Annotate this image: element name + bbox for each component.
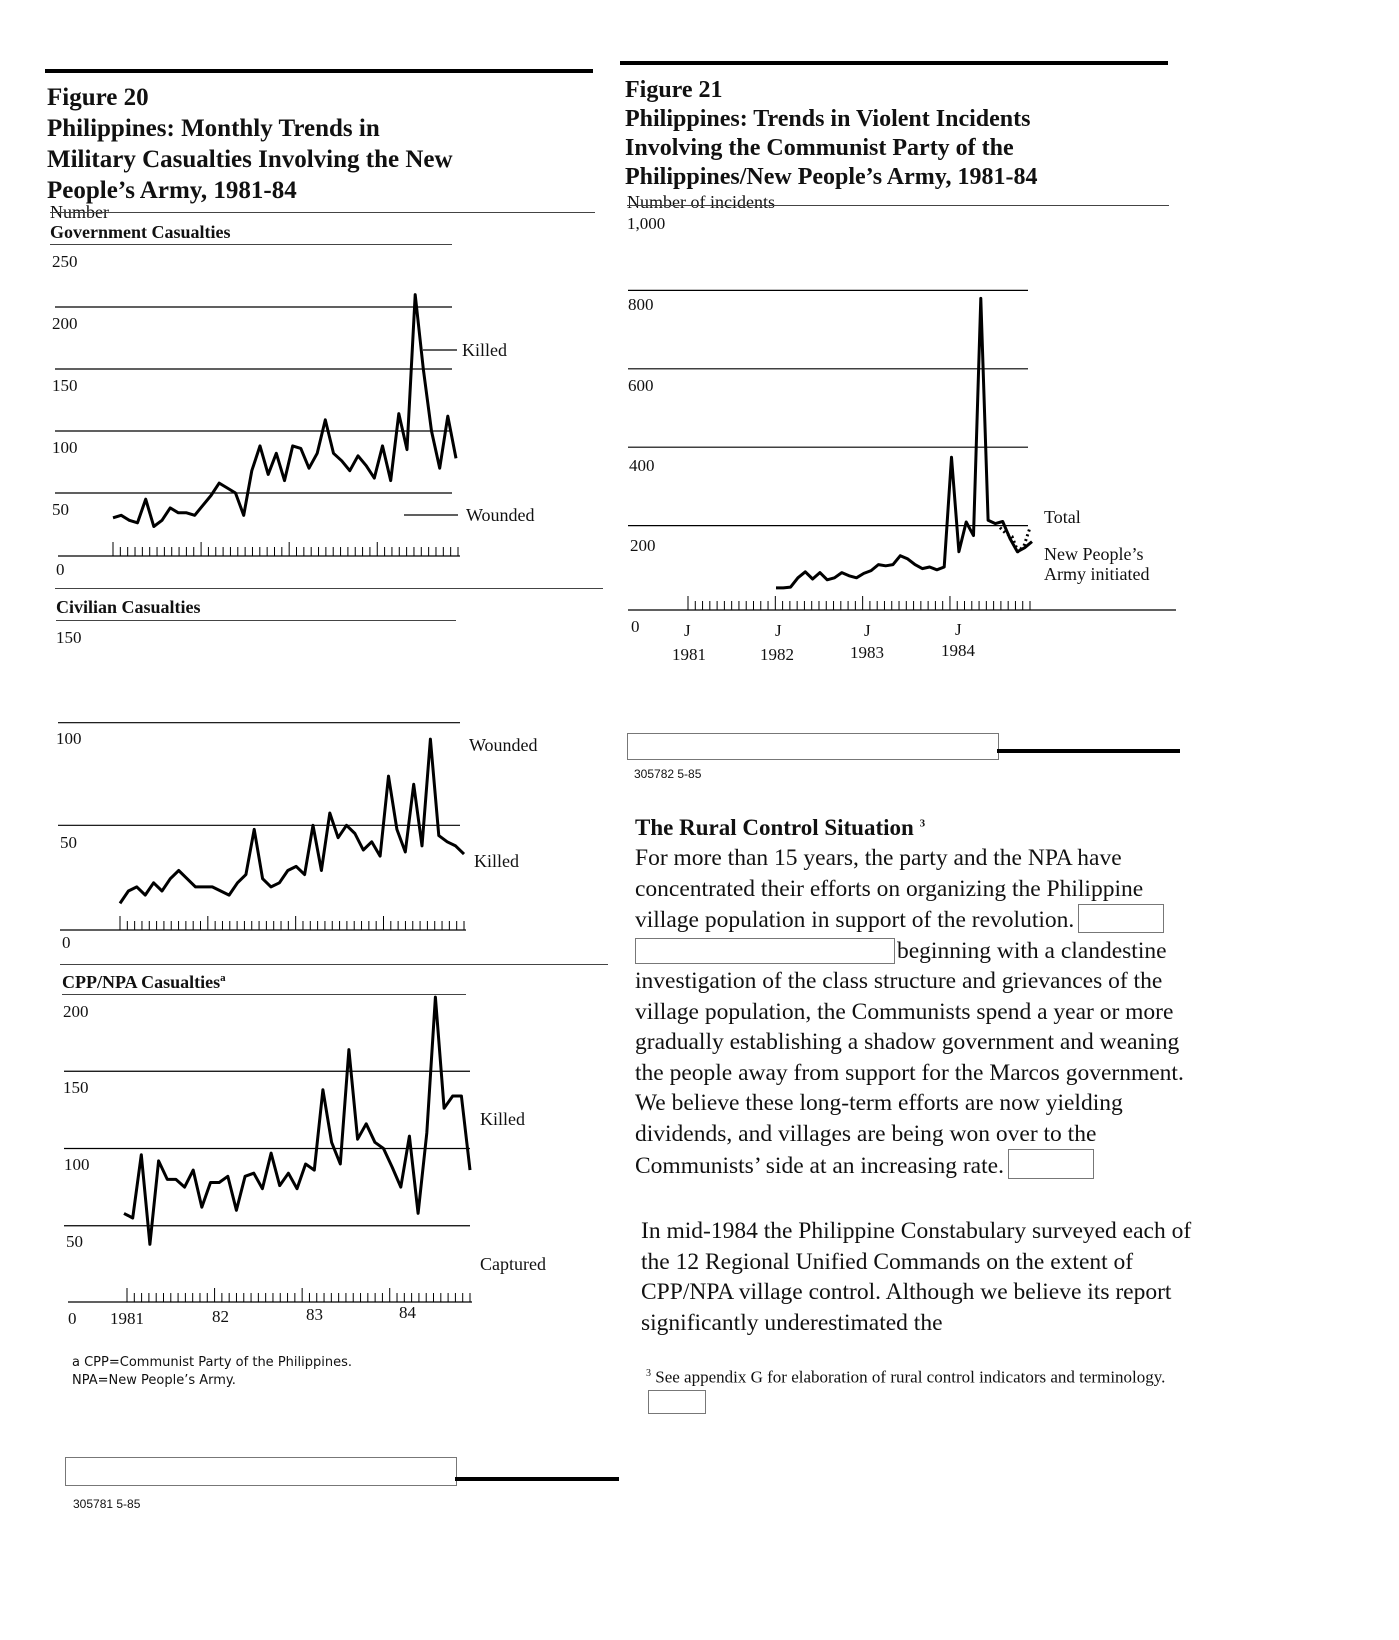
civ-y-tick: 150 (56, 628, 82, 647)
government-casualties-chart (55, 293, 460, 557)
footnote-marker: a (220, 972, 226, 984)
paragraph-1: For more than 15 years, the party and th… (635, 843, 1193, 1182)
gov-y-tick: 200 (52, 314, 78, 333)
incidents-x-month: J (684, 621, 691, 640)
redaction-box (627, 733, 999, 760)
government-casualties-title: Government Casualties (50, 222, 231, 242)
cpp-y-tick: 50 (66, 1232, 83, 1251)
cpp-npa-casualties-chart (64, 995, 472, 1303)
gov-y-tick: 100 (52, 438, 78, 457)
npa-initiated-line (776, 296, 1033, 590)
npa-initiated-label: New People’s Army initiated (1044, 544, 1149, 584)
cpp-killed-label: Killed (480, 1109, 525, 1129)
civ-y-tick: 0 (62, 933, 71, 952)
cpp-npa-casualties-title: CPP/NPA Casualtiesa (62, 972, 226, 993)
incidents-y-tick: 800 (628, 295, 654, 314)
divider (56, 620, 456, 621)
footnote-line: NPA=New People’s Army. (72, 1373, 236, 1388)
incidents-x-month: J (775, 621, 782, 640)
redaction-box (648, 1389, 706, 1414)
gov-wounded-label: Wounded (466, 505, 535, 525)
redaction-box (635, 937, 895, 964)
figure-21-title-line: Philippines/New People’s Army, 1981-84 (625, 164, 1038, 190)
incidents-y-tick: 600 (628, 376, 654, 395)
figure-21-unit-label: Number of incidents (627, 192, 775, 212)
section-heading-text: The Rural Control Situation (635, 815, 914, 840)
divider (50, 212, 595, 213)
figure-21-bottom-rule (997, 749, 1180, 753)
figure-21-title: Figure 21 Philippines: Trends in Violent… (625, 76, 1037, 192)
divider (55, 588, 603, 589)
civ-wounded-label: Wounded (469, 735, 538, 755)
divider (62, 994, 466, 995)
section-footnote: 3 See appendix G for elaboration of rura… (646, 1362, 1176, 1416)
incidents-x-month: J (955, 620, 962, 639)
divider (50, 244, 452, 245)
gov-y-tick: 0 (56, 560, 65, 579)
civ-y-tick: 100 (56, 729, 82, 748)
figure-20-footnote: a CPP=Communist Party of the Philippines… (72, 1354, 352, 1390)
civilian-casualties-chart (58, 722, 466, 931)
figure-20-title: Figure 20 Philippines: Monthly Trends in… (47, 82, 453, 206)
incidents-x-month: J (864, 621, 871, 640)
gov-y-tick: 50 (52, 500, 69, 519)
redaction-box (1007, 1149, 1094, 1179)
figure-21-title-line: Philippines: Trends in Violent Incidents (625, 106, 1031, 132)
incidents-y-tick: 1,000 (627, 214, 666, 233)
divider (60, 964, 608, 965)
paragraph-1-text: beginning with a clandestine investigati… (635, 937, 1184, 1180)
incidents-x-year: 1983 (850, 643, 884, 662)
total-label: Total (1044, 507, 1081, 527)
figure-21-top-rule (620, 61, 1168, 65)
redaction-box (65, 1457, 457, 1486)
npa-label-line: New People’s (1044, 544, 1144, 564)
footnote-text: See appendix G for elaboration of rural … (655, 1367, 1166, 1387)
figure-20-title-line: Philippines: Monthly Trends in (47, 115, 380, 142)
incidents-x-year: 1984 (941, 641, 975, 660)
killed-line (118, 737, 466, 905)
incidents-y-tick: 400 (629, 456, 655, 475)
footnote-marker: 3 (646, 1368, 651, 1379)
civ-y-tick: 50 (60, 833, 77, 852)
killed-line (123, 995, 472, 1246)
figure-21-number: Figure 21 (625, 77, 723, 103)
cpp-y-tick: 0 (68, 1309, 77, 1328)
redaction-box (1078, 904, 1165, 933)
figure-20-title-line: Military Casualties Involving the New (47, 146, 453, 173)
footnote-line: a CPP=Communist Party of the Philippines… (72, 1355, 352, 1370)
gov-killed-label: Killed (462, 340, 507, 360)
figure-21-title-line: Involving the Communist Party of the (625, 135, 1014, 161)
civilian-casualties-title: Civilian Casualties (56, 597, 201, 617)
gov-y-tick: 250 (52, 252, 78, 271)
incidents-y-tick: 0 (631, 617, 640, 636)
cpp-y-tick: 200 (63, 1002, 89, 1021)
npa-label-line: Army initiated (1044, 564, 1150, 584)
cpp-y-tick: 100 (64, 1155, 90, 1174)
cpp-x-tick: 84 (399, 1303, 416, 1322)
killed-line (112, 293, 458, 528)
figure-21-code: 305782 5-85 (634, 767, 702, 781)
figure-20-top-rule (45, 69, 593, 73)
cpp-x-tick: 83 (306, 1305, 323, 1324)
incidents-y-tick: 200 (630, 536, 656, 555)
heading-footnote-marker: 3 (919, 817, 926, 830)
cpp-y-tick: 150 (63, 1078, 89, 1097)
paragraph-1-text: For more than 15 years, the party and th… (635, 845, 1144, 933)
gov-y-tick: 150 (52, 376, 78, 395)
section-heading: The Rural Control Situation 3 (635, 815, 925, 841)
civ-killed-label: Killed (474, 851, 519, 871)
cpp-x-tick: 1981 (110, 1309, 144, 1328)
incidents-x-year: 1982 (760, 645, 794, 664)
incidents-x-year: 1981 (672, 645, 706, 664)
violent-incidents-chart (628, 289, 1176, 611)
cpp-captured-label: Captured (480, 1254, 546, 1274)
figure-20-number: Figure 20 (47, 84, 149, 111)
cpp-x-tick: 82 (212, 1307, 229, 1326)
cpp-npa-title-text: CPP/NPA Casualties (62, 972, 221, 992)
figure-20-bottom-rule (455, 1477, 619, 1481)
divider (627, 205, 1169, 206)
figure-20-code: 305781 5-85 (73, 1497, 141, 1511)
paragraph-2: In mid-1984 the Philippine Constabulary … (641, 1218, 1192, 1336)
figure-20-title-line: People’s Army, 1981-84 (47, 177, 297, 204)
